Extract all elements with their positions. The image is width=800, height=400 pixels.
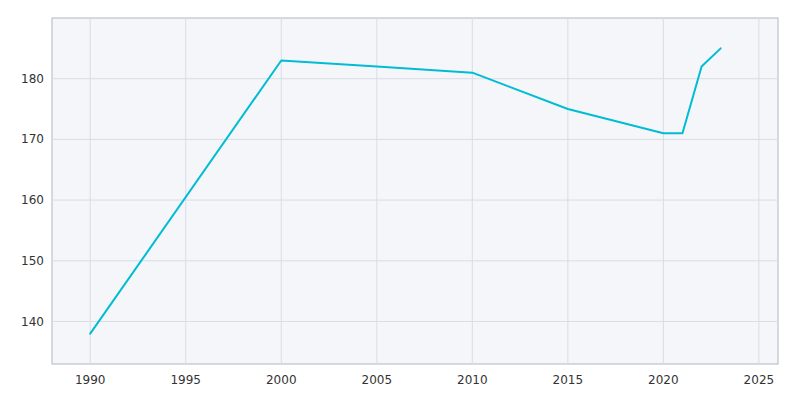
x-tick-label: 2025	[744, 373, 775, 387]
grid-line	[52, 321, 778, 322]
x-tick-label: 2000	[266, 373, 297, 387]
line	[90, 48, 720, 333]
y-tick-label: 150	[21, 254, 44, 268]
x-tick-label: 2015	[553, 373, 584, 387]
x-tick-label: 1995	[170, 373, 201, 387]
x-tick-label: 1990	[75, 373, 106, 387]
chart: 1990 1995 2000 2005 2010 2015 2020 2025 140 150 16…	[0, 0, 800, 400]
y-tick-label: 180	[21, 72, 44, 86]
grid-line	[472, 18, 473, 364]
grid	[52, 18, 778, 364]
grid-line	[52, 78, 778, 79]
grid-line	[185, 18, 186, 364]
series	[90, 48, 720, 333]
y-tick-label: 140	[21, 315, 44, 329]
plot-area	[52, 18, 778, 364]
grid-line	[567, 18, 568, 364]
tick-labels: 1990 1995 2000 2005 2010 2015 2020 2025 140 150 16…	[21, 72, 774, 387]
y-tick-label: 160	[21, 193, 44, 207]
grid-line	[376, 18, 377, 364]
grid-line	[281, 18, 282, 364]
x-tick-label: 2010	[457, 373, 488, 387]
x-tick-label: 2005	[362, 373, 393, 387]
grid-line	[52, 139, 778, 140]
grid-line	[663, 18, 664, 364]
grid-line	[52, 260, 778, 261]
grid-line	[90, 18, 91, 364]
y-tick-label: 170	[21, 132, 44, 146]
x-tick-label: 2020	[648, 373, 679, 387]
grid-line	[758, 18, 759, 364]
grid-line	[52, 200, 778, 201]
